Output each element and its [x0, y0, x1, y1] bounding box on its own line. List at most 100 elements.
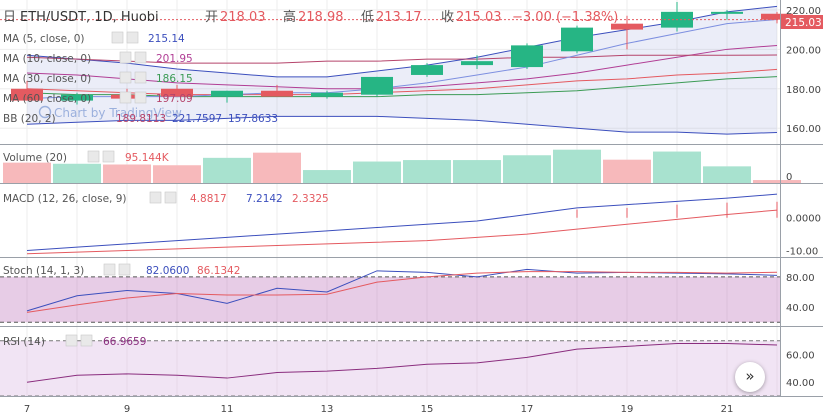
volume-label: Volume (20) [3, 152, 67, 164]
close-icon[interactable] [164, 191, 177, 204]
candle-body [461, 61, 493, 66]
volume-bar [203, 157, 251, 183]
settings-icon[interactable] [119, 91, 132, 104]
macd-hist-value: 4.8817 [190, 193, 227, 205]
last-price-text: 215.03 [785, 17, 822, 29]
macd-pane[interactable] [26, 193, 778, 255]
candle-body [611, 23, 643, 30]
legend-bb[interactable]: BB (20, 2) [3, 113, 56, 125]
pane-dividers [0, 0, 823, 397]
legend-ma60[interactable]: MA (60, close, 0) 197.09 [3, 91, 193, 105]
close-icon[interactable] [134, 51, 147, 64]
settings-icon[interactable] [149, 191, 162, 204]
volume-bar [353, 161, 401, 183]
rsi-line [26, 343, 778, 383]
close-icon[interactable] [134, 91, 147, 104]
close-icon[interactable] [126, 31, 139, 44]
high-value: 218.98 [298, 10, 344, 25]
last-price-tag: 215.03 [781, 15, 823, 29]
bb-basis-value: 189.8113 [116, 113, 166, 125]
date-tick-label: 11 [221, 404, 234, 415]
settings-icon[interactable] [119, 51, 132, 64]
tradingview-watermark: Chart by TradingView [38, 105, 182, 120]
price-tick-label: 160.00 [786, 124, 821, 135]
double-chevron-right-icon: » [745, 367, 755, 385]
settings-icon[interactable] [103, 263, 116, 276]
legend-ma30[interactable]: MA (30, close, 0) 186.15 [3, 71, 193, 85]
ma5-label: MA (5, close, 0) [3, 33, 85, 45]
settings-icon[interactable] [65, 334, 78, 347]
ma60-value: 197.09 [156, 93, 193, 105]
candle-body [211, 90, 243, 97]
stoch-tick-label: 80.00 [786, 273, 815, 284]
low-label: 低 [361, 10, 374, 25]
volume-bar [703, 166, 751, 183]
macd-line-value: 7.2142 [246, 193, 283, 205]
close-icon[interactable] [80, 334, 93, 347]
date-tick-label: 19 [621, 404, 634, 415]
close-icon[interactable] [118, 263, 131, 276]
close-label: 收 [441, 10, 454, 25]
candle-body [411, 65, 443, 75]
date-tick-label: 15 [421, 404, 434, 415]
volume-bar [553, 149, 601, 183]
ma60-label: MA (60, close, 0) [3, 93, 91, 105]
ma30-line [26, 76, 778, 98]
ma5-value: 215.14 [148, 33, 185, 45]
macd-signal-value: 2.3325 [292, 193, 329, 205]
axes: 160.00 180.00 200.00 220.00 0 0.0000 -10.00 80.… [24, 6, 821, 415]
ma10-line [26, 44, 778, 90]
legend-stoch[interactable]: Stoch (14, 1, 3) 82.0600 86.1342 [3, 263, 240, 277]
volume-bar [153, 165, 201, 183]
settings-icon[interactable] [111, 31, 124, 44]
symbol-title[interactable]: ETH/USDT, 1D, Huobi [20, 10, 159, 25]
ma10-value: 201.95 [156, 53, 193, 65]
macd-line [26, 193, 778, 251]
stoch-d-value: 86.1342 [197, 265, 240, 277]
volume-bar [753, 180, 801, 183]
legend-ma5[interactable]: MA (5, close, 0) 215.14 [3, 31, 185, 45]
candle-body [711, 11, 743, 14]
rsi-pane[interactable] [0, 340, 780, 397]
tradingview-logo-icon [38, 105, 52, 119]
settings-icon[interactable] [119, 71, 132, 84]
stoch-pane[interactable] [0, 268, 780, 323]
date-tick-label: 17 [521, 404, 534, 415]
close-icon[interactable] [134, 71, 147, 84]
candle-body [161, 88, 193, 97]
collapse-icon[interactable]: 日 [3, 10, 16, 25]
bb-upper-value: 221.7597 [172, 113, 222, 125]
macd-tick-label: 0.0000 [786, 214, 821, 225]
settings-icon[interactable] [87, 150, 100, 163]
close-icon[interactable] [102, 150, 115, 163]
legend-ma10[interactable]: MA (10, close, 0) 201.95 [3, 51, 193, 65]
bb-lower-line [26, 115, 778, 135]
low-value: 213.17 [376, 10, 422, 25]
legend-macd[interactable]: MACD (12, 26, close, 9) 4.8817 7.2142 2.… [3, 191, 329, 205]
macd-tick-label: -10.00 [786, 246, 818, 257]
price-tick-label: 180.00 [786, 85, 821, 96]
scroll-to-realtime-button[interactable]: » [735, 362, 765, 392]
volume-bar [503, 155, 551, 183]
legend-volume[interactable]: Volume (20) 95.144K [3, 150, 170, 164]
volume-bar [403, 160, 451, 183]
stoch-band-fill [0, 276, 780, 323]
rsi-tick-label: 40.00 [786, 378, 815, 389]
candle-body [11, 88, 43, 101]
volume-value: 95.144K [125, 152, 170, 164]
ma30-value: 186.15 [156, 73, 193, 85]
ma60-line [26, 54, 778, 64]
chart-header: 日 ETH/USDT, 1D, Huobi 开 218.03 高 218.98 … [3, 9, 618, 25]
volume-bar [303, 170, 351, 183]
volume-bar [253, 152, 301, 183]
candle-body [311, 92, 343, 97]
rsi-tick-label: 60.00 [786, 351, 815, 362]
ma10-label: MA (10, close, 0) [3, 53, 91, 65]
volume-pane[interactable] [3, 149, 801, 183]
ma30-label: MA (30, close, 0) [3, 73, 91, 85]
legend-rsi[interactable]: RSI (14) 66.9659 [3, 334, 146, 348]
rsi-band-fill [0, 340, 780, 396]
macd-label: MACD (12, 26, close, 9) [3, 193, 126, 205]
price-pane[interactable] [0, 1, 793, 135]
